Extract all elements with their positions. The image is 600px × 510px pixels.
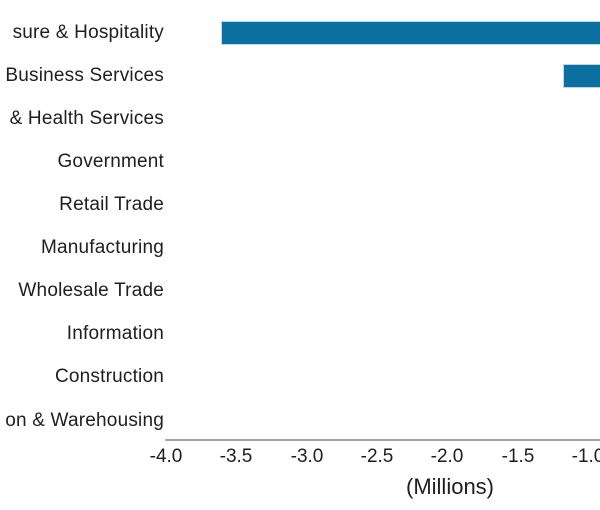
category-label-health-services: & Health Services bbox=[9, 108, 164, 129]
x-axis-line bbox=[165, 439, 600, 441]
category-label-construction: Construction bbox=[54, 366, 164, 387]
category-label-manufacturing: Manufacturing bbox=[40, 237, 164, 258]
category-label-government: Government bbox=[57, 151, 164, 172]
category-label-information: Information bbox=[66, 323, 164, 344]
x-tick-label: -2.5 bbox=[360, 446, 394, 467]
x-tick-label: -3.5 bbox=[219, 446, 253, 467]
x-tick-label: -3.0 bbox=[290, 446, 324, 467]
x-tick-label: -2.0 bbox=[430, 446, 464, 467]
bar-leisure-hospitality bbox=[221, 21, 600, 45]
category-label-business-services: Business Services bbox=[5, 65, 164, 86]
x-tick-label: -1.5 bbox=[501, 446, 535, 467]
category-label-leisure-hospitality: sure & Hospitality bbox=[12, 22, 164, 43]
x-axis-title: (Millions) bbox=[406, 474, 494, 499]
category-label-wholesale-trade: Wholesale Trade bbox=[18, 280, 164, 301]
category-label-warehousing: on & Warehousing bbox=[5, 410, 164, 431]
x-tick-label: -4.0 bbox=[149, 446, 183, 467]
x-tick-label: -1.0 bbox=[571, 446, 600, 467]
category-label-retail-trade: Retail Trade bbox=[59, 194, 164, 215]
bar-business-services bbox=[563, 64, 600, 88]
